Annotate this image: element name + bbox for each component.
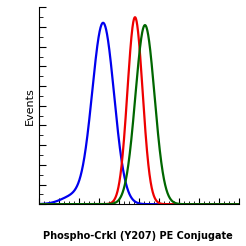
Text: Phospho-CrkI (Y207) PE Conjugate: Phospho-CrkI (Y207) PE Conjugate xyxy=(43,231,233,241)
Y-axis label: Events: Events xyxy=(25,87,35,125)
